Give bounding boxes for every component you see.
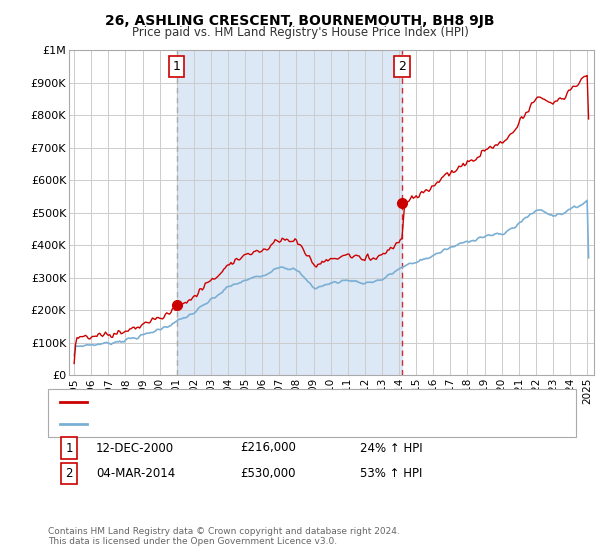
Text: £530,000: £530,000 xyxy=(240,466,296,480)
Text: 24% ↑ HPI: 24% ↑ HPI xyxy=(360,441,422,455)
Text: 2: 2 xyxy=(65,466,73,480)
Text: Contains HM Land Registry data © Crown copyright and database right 2024.
This d: Contains HM Land Registry data © Crown c… xyxy=(48,526,400,546)
Text: HPI: Average price, detached house, Bournemouth Christchurch and Poole: HPI: Average price, detached house, Bour… xyxy=(93,419,481,429)
Text: 12-DEC-2000: 12-DEC-2000 xyxy=(96,441,174,455)
Text: £216,000: £216,000 xyxy=(240,441,296,455)
Text: 26, ASHLING CRESCENT, BOURNEMOUTH, BH8 9JB: 26, ASHLING CRESCENT, BOURNEMOUTH, BH8 9… xyxy=(105,14,495,28)
Text: 53% ↑ HPI: 53% ↑ HPI xyxy=(360,466,422,480)
Text: Price paid vs. HM Land Registry's House Price Index (HPI): Price paid vs. HM Land Registry's House … xyxy=(131,26,469,39)
Bar xyxy=(177,50,402,375)
Text: 26, ASHLING CRESCENT, BOURNEMOUTH, BH8 9JB (detached house): 26, ASHLING CRESCENT, BOURNEMOUTH, BH8 9… xyxy=(93,396,450,407)
Text: 1: 1 xyxy=(65,441,73,455)
Text: 1: 1 xyxy=(173,60,181,73)
Text: 2: 2 xyxy=(398,60,406,73)
Text: 04-MAR-2014: 04-MAR-2014 xyxy=(96,466,175,480)
